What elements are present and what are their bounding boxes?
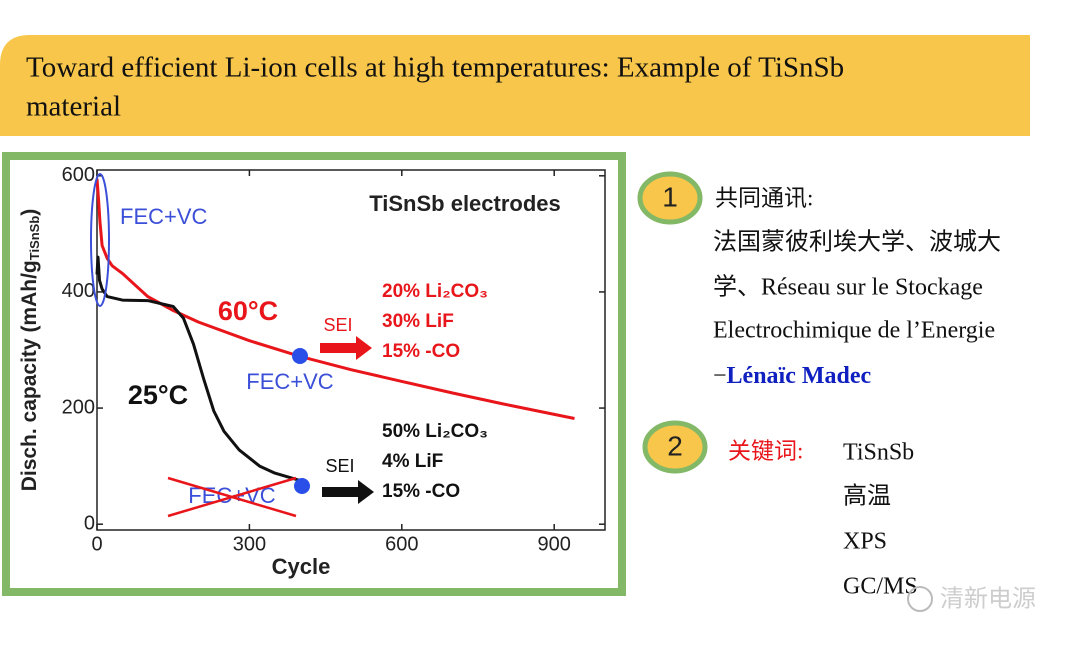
header-title: material	[26, 91, 121, 123]
x-tick-label: 900	[538, 533, 571, 555]
x-axis-label: Cycle	[272, 554, 331, 579]
annotation: 50% Li₂CO₃	[382, 421, 488, 442]
badge	[642, 420, 708, 474]
watermark-icon	[907, 586, 933, 612]
badge	[637, 171, 703, 225]
plot-area	[96, 169, 606, 531]
series-label: 25°C	[128, 380, 188, 410]
keyword: GC/MS	[843, 574, 918, 600]
chart-title: TiSnSb electrodes	[369, 191, 561, 216]
keyword: XPS	[843, 529, 887, 555]
x-tick-label: 300	[233, 533, 266, 555]
keyword: 高温	[843, 483, 891, 510]
x-tick-label: 0	[91, 533, 102, 555]
annotation: 15% -CO	[382, 481, 460, 502]
annotation: SEI	[323, 315, 352, 335]
badge-number: 1	[662, 181, 678, 212]
note-author: −Lénaïc Madec	[713, 363, 872, 389]
author-prefix: −	[713, 363, 727, 389]
watermark: 清新电源	[940, 585, 1036, 612]
badge-number: 2	[667, 430, 683, 461]
highlight-dot	[294, 478, 310, 494]
highlight-dot	[292, 348, 308, 364]
x-tick-label: 600	[385, 533, 418, 555]
keyword: TiSnSb	[843, 440, 914, 466]
y-tick-label: 400	[62, 280, 95, 302]
y-axis-label-part: TiSnSb	[27, 216, 42, 261]
note-heading: 关键词:	[728, 438, 803, 463]
note-line: 学、Réseau sur le Stockage	[713, 274, 983, 301]
y-axis-label-part: )	[18, 209, 41, 216]
annotation: 15% -CO	[382, 341, 460, 362]
series-label: 60°C	[218, 296, 278, 326]
series-line	[95, 178, 575, 420]
annotation: FEC+VC	[246, 369, 334, 394]
annotation: 4% LiF	[382, 451, 443, 472]
header-title: Toward efficient Li-ion cells at high te…	[26, 52, 844, 84]
annotation: 30% LiF	[382, 311, 454, 332]
author-name: Lénaïc Madec	[727, 363, 872, 389]
y-tick-label: 200	[62, 396, 95, 418]
annotation: 20% Li₂CO₃	[382, 281, 488, 302]
annotation: FEC+VC	[188, 483, 276, 508]
y-tick-label: 600	[62, 164, 95, 186]
header-bar	[0, 35, 1030, 136]
note-line: 法国蒙彼利埃大学、波城大	[713, 229, 1001, 256]
annotation: FEC+VC	[120, 204, 208, 229]
cross-out	[167, 476, 297, 518]
arrow	[322, 480, 374, 504]
chart: 0 200 400 600 0 300 600 900 Cycle Disch. capacity…	[18, 164, 606, 579]
y-axis-label: Disch. capacity (mAh/gTiSnSb)	[18, 209, 43, 492]
arrow	[320, 336, 372, 360]
annotation: SEI	[325, 456, 354, 476]
note-heading: 共同通讯:	[715, 185, 813, 210]
y-tick-label: 0	[84, 512, 95, 534]
y-axis-label-part: Disch. capacity (mAh/g	[18, 260, 41, 491]
series-line	[95, 255, 301, 483]
note-line: Electrochimique de l’Energie	[713, 318, 995, 344]
highlight-ellipse	[90, 173, 110, 307]
